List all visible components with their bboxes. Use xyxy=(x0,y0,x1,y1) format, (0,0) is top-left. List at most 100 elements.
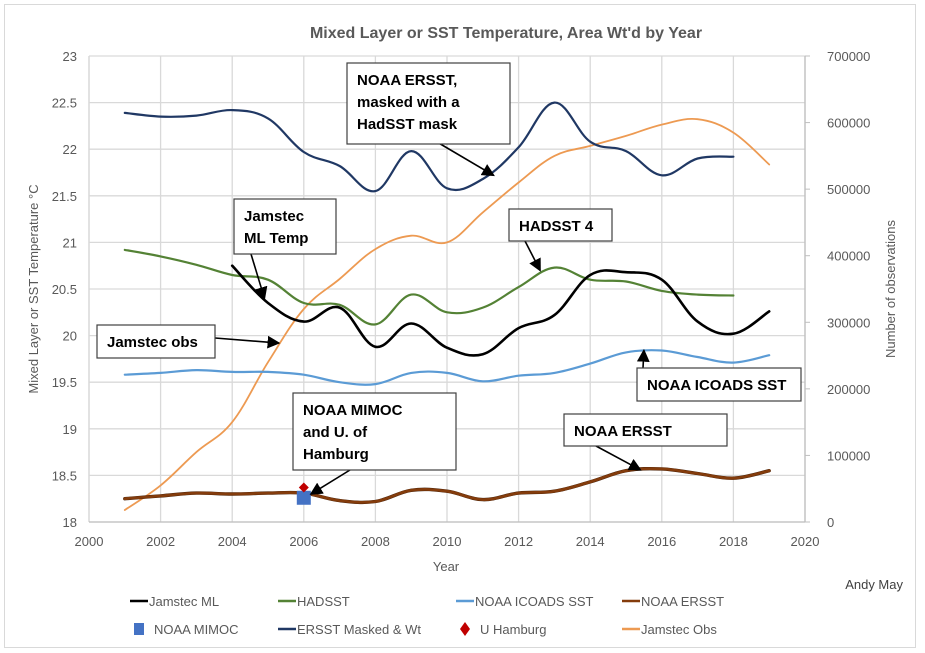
series-noaa-ersst xyxy=(123,466,771,505)
annotation-mimoc-hamburg: NOAA MIMOC and U. of Hamburg xyxy=(292,392,457,495)
y2-tick-label: 700000 xyxy=(827,49,870,64)
annotation-text: Jamstec xyxy=(244,208,304,225)
annotation-ersst-masked: NOAA ERSST, masked with a HadSST mask xyxy=(346,62,511,177)
x-tick-label: 2016 xyxy=(647,534,676,549)
annotation-text: and U. of xyxy=(303,424,368,441)
y-tick-label: 18 xyxy=(63,515,77,530)
chart-title: Mixed Layer or SST Temperature, Area Wt'… xyxy=(310,25,702,42)
y-axis-label: Mixed Layer or SST Temperature °C xyxy=(26,184,41,393)
annotation-arrow xyxy=(214,335,281,349)
annotation-text: masked with a xyxy=(357,94,460,111)
annotation-text: NOAA MIMOC xyxy=(303,402,403,419)
annotation-arrow xyxy=(636,348,650,369)
legend-label: Jamstec ML xyxy=(149,594,219,609)
y2-tick-label: 100000 xyxy=(827,448,870,463)
annotation-text: ML Temp xyxy=(244,230,308,247)
x-tick-label: 2008 xyxy=(361,534,390,549)
legend-label: Jamstec Obs xyxy=(641,622,717,637)
annotation-arrow xyxy=(309,469,351,495)
annotation-arrow xyxy=(524,240,541,272)
y2-axis-label: Number of observations xyxy=(883,219,898,358)
y-tick-label: 22 xyxy=(63,142,77,157)
annotation-text: NOAA ERSST, xyxy=(357,72,457,89)
legend-item-u-hamburg: U Hamburg xyxy=(460,622,546,637)
chart-frame xyxy=(4,4,916,648)
annotation-arrow xyxy=(436,141,495,177)
annotation-box xyxy=(233,198,337,255)
legend-swatch xyxy=(134,623,144,635)
annotation-box xyxy=(636,367,802,402)
y2-tick-label: 500000 xyxy=(827,182,870,197)
series-jamstec-ml xyxy=(230,264,771,357)
annotation-text: NOAA ICOADS SST xyxy=(647,377,786,394)
legend-item-noaa-ersst: NOAA ERSST xyxy=(622,594,724,609)
annotation-text: Jamstec obs xyxy=(107,334,198,351)
series-line xyxy=(230,264,771,357)
y2-tick-label: 200000 xyxy=(827,382,870,397)
annotation-text: NOAA ERSST xyxy=(574,423,672,440)
legend: Jamstec ML HADSST NOAA ICOADS SST NOAA ERSS… xyxy=(130,594,724,637)
annotation-box xyxy=(292,392,457,471)
legend-swatch xyxy=(460,622,470,636)
legend-item-hadsst: HADSST xyxy=(278,594,350,609)
legend-label: NOAA MIMOC xyxy=(154,622,239,637)
legend-item-jamstec-obs: Jamstec Obs xyxy=(622,622,717,637)
ticks: 18 18.5 19 19.5 20 20.5 21 21.5 22 22.5 23 2000 2002… xyxy=(52,49,871,549)
series-jamstec-obs xyxy=(123,118,771,511)
annotation-text: Hamburg xyxy=(303,446,369,463)
y-tick-label: 19 xyxy=(63,422,77,437)
series-noaa-icoads-sst xyxy=(123,349,771,386)
credit-text: Andy May xyxy=(845,577,903,592)
y2-tick-label: 400000 xyxy=(827,249,870,264)
y-tick-label: 19.5 xyxy=(52,375,77,390)
annotation-box xyxy=(346,62,511,145)
annotation-box xyxy=(96,324,216,359)
annotation-jamstec-obs: Jamstec obs xyxy=(96,324,281,359)
y-tick-label: 21.5 xyxy=(52,189,77,204)
legend-label: U Hamburg xyxy=(480,622,546,637)
series-line xyxy=(123,467,771,504)
x-tick-label: 2002 xyxy=(146,534,175,549)
x-tick-label: 2006 xyxy=(289,534,318,549)
annotation-arrow xyxy=(250,253,268,300)
annotation-icoads: NOAA ICOADS SST xyxy=(636,348,802,402)
y2-tick-label: 0 xyxy=(827,515,834,530)
series-hadsst xyxy=(123,248,735,326)
series-line xyxy=(123,101,735,193)
y2-tick-label: 300000 xyxy=(827,315,870,330)
annotations: NOAA ERSST, masked with a HadSST mask Jamst… xyxy=(96,62,802,495)
annotation-text: HadSST mask xyxy=(357,116,458,133)
legend-label: HADSST xyxy=(297,594,350,609)
legend-item-jamstec-ml: Jamstec ML xyxy=(130,594,219,609)
x-tick-label: 2012 xyxy=(504,534,533,549)
legend-label: NOAA ERSST xyxy=(641,594,724,609)
series-line xyxy=(123,248,735,326)
annotation-box xyxy=(563,413,728,447)
x-tick-label: 2014 xyxy=(576,534,605,549)
x-tick-label: 2004 xyxy=(218,534,247,549)
annotation-text: HADSST 4 xyxy=(519,218,594,235)
y2-tick-label: 600000 xyxy=(827,116,870,131)
x-axis-label: Year xyxy=(433,559,460,574)
y-tick-label: 21 xyxy=(63,235,77,250)
legend-label: NOAA ICOADS SST xyxy=(475,594,594,609)
y-tick-label: 22.5 xyxy=(52,96,77,111)
annotation-jamstec-ml: Jamstec ML Temp xyxy=(233,198,337,300)
legend-item-noaa-mimoc: NOAA MIMOC xyxy=(134,622,239,637)
x-tick-label: 2010 xyxy=(433,534,462,549)
marker-u-hamburg xyxy=(298,482,309,493)
series-line xyxy=(123,349,771,386)
series-line xyxy=(123,118,771,511)
annotation-hadsst4: HADSST 4 xyxy=(508,208,613,272)
legend-item-noaa-icoads-sst: NOAA ICOADS SST xyxy=(456,594,594,609)
y-tick-label: 23 xyxy=(63,49,77,64)
y-tick-label: 20.5 xyxy=(52,282,77,297)
annotation-box xyxy=(508,208,613,242)
annotation-arrow xyxy=(595,445,642,471)
series-layer xyxy=(123,101,771,511)
annotation-ersst: NOAA ERSST xyxy=(563,413,728,471)
y-tick-label: 20 xyxy=(63,329,77,344)
legend-item-ersst-masked-wt: ERSST Masked & Wt xyxy=(278,622,421,637)
legend-label: ERSST Masked & Wt xyxy=(297,622,421,637)
